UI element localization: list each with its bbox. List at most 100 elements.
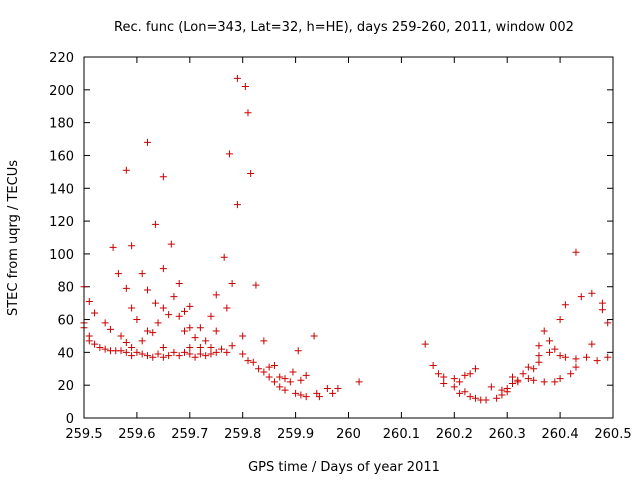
data-point <box>577 293 585 301</box>
data-point <box>421 340 429 348</box>
data-point <box>302 393 310 401</box>
x-axis-label: GPS time / Days of year 2011 <box>248 460 440 475</box>
data-point <box>260 337 268 345</box>
data-point <box>149 329 157 337</box>
data-point <box>329 389 337 397</box>
data-point <box>524 363 532 371</box>
data-point <box>546 337 554 345</box>
data-point <box>165 352 173 360</box>
data-point <box>593 357 601 365</box>
data-point <box>598 299 606 307</box>
data-point <box>487 383 495 391</box>
data-point <box>181 348 189 356</box>
data-point <box>561 301 569 309</box>
data-point <box>440 380 448 388</box>
data-point <box>286 378 294 386</box>
data-point <box>471 394 479 402</box>
data-point <box>310 332 318 340</box>
data-point <box>244 109 252 117</box>
data-point <box>276 373 284 381</box>
data-point <box>133 316 141 324</box>
data-point <box>355 378 363 386</box>
chart-title: Rec. func (Lon=343, Lat=32, h=HE), days … <box>114 20 574 35</box>
data-point <box>143 286 151 294</box>
data-point <box>498 391 506 399</box>
data-point <box>567 370 575 378</box>
y-axis-label: STEC from uqrg / TECUs <box>6 160 21 316</box>
data-point <box>249 358 257 366</box>
data-point <box>228 342 236 350</box>
data-point <box>482 396 490 404</box>
y-axis: 0 20 40 60 80 100 120 140 160 180 200 220 <box>49 51 613 427</box>
data-point <box>540 327 548 335</box>
data-point <box>604 353 612 361</box>
data-point <box>440 373 448 381</box>
data-point <box>241 83 249 91</box>
data-point <box>572 248 580 256</box>
data-point <box>233 74 241 82</box>
y-tick-label: 60 <box>57 314 74 329</box>
plot-frame <box>83 56 614 419</box>
data-point <box>244 357 252 365</box>
data-point <box>165 311 173 319</box>
data-point <box>138 337 146 345</box>
data-point <box>535 342 543 350</box>
data-point <box>117 347 125 355</box>
data-point <box>207 343 215 351</box>
x-tick-label: 260 <box>336 427 361 442</box>
x-tick-label: 259.6 <box>118 427 155 442</box>
x-tick-label: 260.3 <box>489 427 526 442</box>
data-point <box>159 265 167 273</box>
data-point <box>540 378 548 386</box>
data-point <box>530 376 538 384</box>
data-point <box>170 293 178 301</box>
data-point <box>556 375 564 383</box>
data-point <box>461 371 469 379</box>
data-point <box>159 353 167 361</box>
data-point <box>223 304 231 312</box>
data-point <box>220 253 228 261</box>
data-point <box>334 384 342 392</box>
data-point <box>508 373 516 381</box>
data-point <box>239 350 247 358</box>
data-point <box>471 365 479 373</box>
data-point <box>149 353 157 361</box>
data-point <box>106 325 114 333</box>
data-point <box>175 352 183 360</box>
data-point <box>138 350 146 358</box>
data-point <box>292 389 300 397</box>
data-point <box>270 378 278 386</box>
data-point <box>315 393 323 401</box>
data-point <box>128 304 136 312</box>
data-point <box>276 383 284 391</box>
data-point <box>196 350 204 358</box>
x-tick-label: 260.5 <box>594 427 631 442</box>
data-point <box>225 150 233 158</box>
data-point <box>143 138 151 146</box>
data-point <box>212 348 220 356</box>
data-point <box>196 324 204 332</box>
data-point <box>503 388 511 396</box>
data-point <box>159 343 167 351</box>
data-point <box>323 384 331 392</box>
data-point <box>252 281 260 289</box>
data-point <box>265 363 273 371</box>
data-point <box>270 361 278 369</box>
data-point <box>297 391 305 399</box>
data-point <box>122 284 130 292</box>
data-point <box>239 332 247 340</box>
data-point <box>91 340 99 348</box>
data-point <box>181 307 189 315</box>
data-point <box>207 350 215 358</box>
data-point <box>466 393 474 401</box>
data-point <box>233 201 241 209</box>
data-point <box>588 289 596 297</box>
data-point <box>604 319 612 327</box>
data-point <box>170 348 178 356</box>
data-point <box>138 270 146 278</box>
y-tick-label: 200 <box>49 84 74 99</box>
data-point <box>450 383 458 391</box>
data-point <box>598 306 606 314</box>
data-point <box>556 352 564 360</box>
